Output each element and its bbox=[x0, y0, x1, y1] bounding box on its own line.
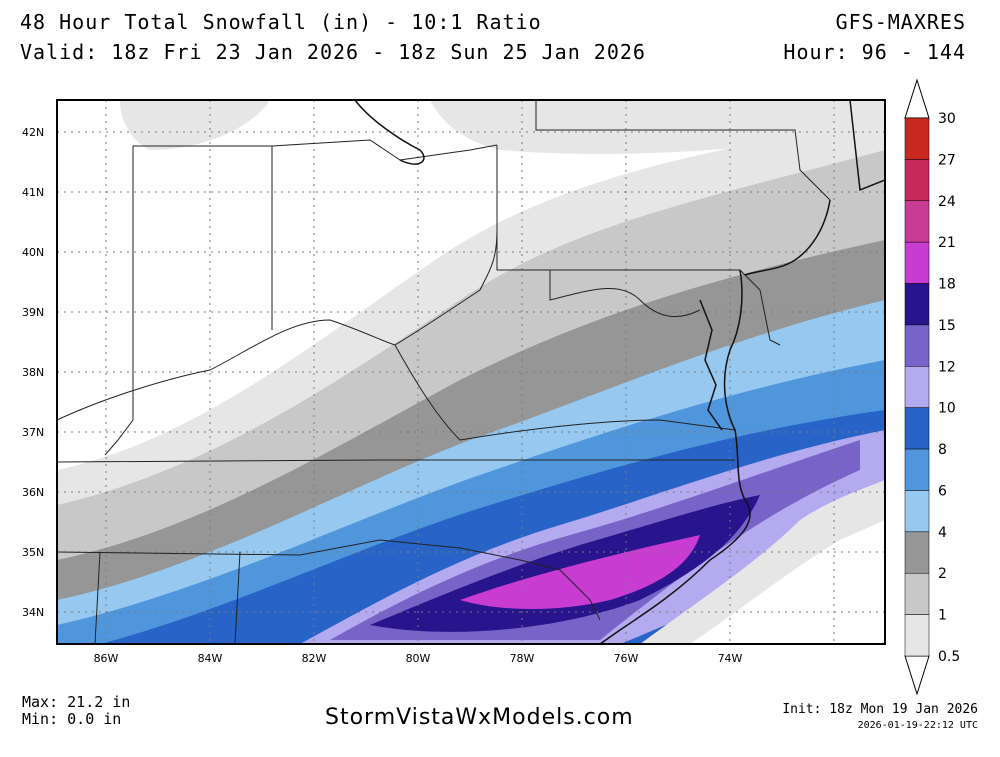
legend-swatch bbox=[904, 241, 930, 284]
lon-label: 84W bbox=[198, 652, 223, 665]
lat-label: 42N bbox=[22, 126, 44, 139]
legend-swatch bbox=[904, 572, 930, 615]
coastline bbox=[354, 100, 885, 644]
legend-swatch bbox=[904, 200, 930, 243]
max-min-values: Max: 21.2 in Min: 0.0 in bbox=[22, 694, 130, 728]
valid-time: Valid: 18z Fri 23 Jan 2026 - 18z Sun 25 … bbox=[20, 40, 646, 64]
legend-label: 6 bbox=[938, 483, 947, 499]
legend-swatch bbox=[904, 283, 930, 326]
min-value: Min: 0.0 in bbox=[22, 710, 122, 728]
legend-swatch bbox=[904, 614, 930, 657]
lat-label: 34N bbox=[22, 606, 44, 619]
lat-label: 41N bbox=[22, 186, 44, 199]
legend-label: 24 bbox=[938, 194, 956, 210]
legend-label: 2 bbox=[938, 566, 947, 582]
lon-label: 76W bbox=[614, 652, 639, 665]
lon-label: 74W bbox=[718, 652, 743, 665]
legend-label: 12 bbox=[938, 359, 956, 375]
site-watermark: StormVistaWxModels.com bbox=[325, 705, 634, 730]
legend-swatch bbox=[904, 531, 930, 574]
lon-label: 78W bbox=[510, 652, 535, 665]
lat-label: 37N bbox=[22, 426, 44, 439]
state-boundaries bbox=[57, 100, 831, 644]
lon-label: 86W bbox=[94, 652, 119, 665]
legend-label: 10 bbox=[938, 401, 956, 417]
lon-label: 80W bbox=[406, 652, 431, 665]
legend-swatch bbox=[904, 324, 930, 367]
lat-label: 40N bbox=[22, 246, 44, 259]
legend-swatch bbox=[904, 366, 930, 408]
init-time: Init: 18z Mon 19 Jan 2026 bbox=[782, 702, 978, 717]
legend-label: 30 bbox=[938, 111, 956, 127]
legend-swatch bbox=[904, 448, 930, 491]
legend-label: 0.5 bbox=[938, 649, 960, 665]
legend-label: 27 bbox=[938, 152, 956, 168]
map-frame bbox=[56, 99, 886, 645]
legend-swatch bbox=[904, 159, 930, 202]
lat-label: 35N bbox=[22, 546, 44, 559]
longitude-labels: 86W 84W 82W 80W 78W 76W 74W bbox=[94, 652, 743, 665]
legend-label: 18 bbox=[938, 277, 956, 293]
graticule bbox=[57, 100, 885, 644]
lat-label: 38N bbox=[22, 366, 44, 379]
forecast-hour-range: Hour: 96 - 144 bbox=[783, 40, 966, 64]
legend-arrow-up-icon bbox=[904, 78, 930, 119]
legend-swatch bbox=[904, 117, 930, 160]
latitude-labels: 42N 41N 40N 39N 38N 37N 36N 35N 34N bbox=[22, 126, 44, 619]
lat-label: 39N bbox=[22, 306, 44, 319]
map-title: 48 Hour Total Snowfall (in) - 10:1 Ratio bbox=[20, 10, 542, 34]
legend-label: 15 bbox=[938, 318, 956, 334]
generated-timestamp: 2026-01-19-22:12 UTC bbox=[857, 720, 978, 731]
legend-label: 21 bbox=[938, 235, 956, 251]
legend-swatch bbox=[904, 407, 930, 450]
lat-label: 36N bbox=[22, 486, 44, 499]
model-name: GFS-MAXRES bbox=[835, 10, 966, 34]
max-value: Max: 21.2 in bbox=[22, 693, 131, 711]
legend-label: 1 bbox=[938, 608, 947, 624]
legend-arrow-down-icon bbox=[904, 655, 930, 696]
lon-label: 82W bbox=[302, 652, 327, 665]
legend-swatch bbox=[904, 490, 930, 533]
legend-label: 4 bbox=[938, 525, 947, 541]
legend-label: 8 bbox=[938, 442, 947, 458]
